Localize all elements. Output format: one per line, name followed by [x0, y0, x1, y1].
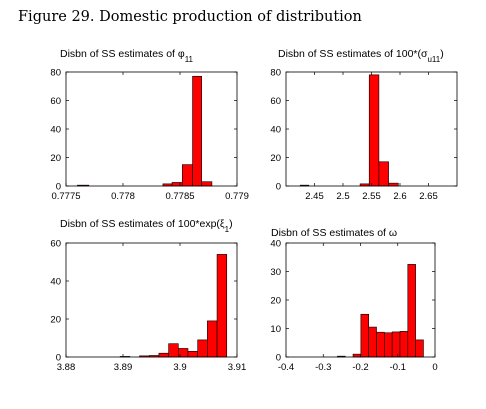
chart-panel-3: Disbn of SS estimates of 100*exp(ξ1) 0 20 4… — [50, 218, 246, 373]
y-tick-label: 40 — [50, 277, 61, 288]
histogram-bar — [415, 339, 424, 358]
histogram-bar — [216, 254, 228, 358]
x-tick-label: 2.55 — [362, 191, 381, 202]
plot-frame — [65, 242, 238, 358]
panel-title: Disbn of SS estimates of 100*exp(ξ1) — [60, 218, 233, 234]
histogram-bar — [360, 313, 369, 358]
histogram-bar — [407, 264, 416, 358]
histogram-bar — [158, 352, 169, 358]
y-tick-label: 40 — [50, 125, 61, 136]
histogram-bar — [187, 350, 198, 358]
x-tick-label: 0.778 — [111, 191, 135, 202]
histogram-bar — [181, 164, 193, 187]
histogram-bar — [391, 331, 401, 358]
y-tick-label: 80 — [50, 68, 61, 79]
figure-title: Figure 29. Domestic production of distri… — [18, 9, 362, 25]
histogram-bar — [388, 182, 399, 187]
histogram-bar — [368, 326, 377, 358]
y-tick-label: 0 — [276, 182, 281, 193]
chart-panel-4: Disbn of SS estimates of ω 0 10 20 30 40 -0.4 -… — [270, 227, 437, 373]
x-tick-label: 3.88 — [57, 362, 76, 373]
x-tick-label: 3.89 — [114, 362, 133, 373]
y-tick-label: 40 — [270, 239, 281, 250]
x-tick-label: 0.7785 — [165, 191, 194, 202]
histogram-bar — [168, 343, 179, 358]
panel-title: Disbn of SS estimates of φ11 — [60, 48, 194, 64]
histogram-bar — [197, 339, 208, 358]
histogram-bar — [201, 181, 213, 187]
y-tick-label: 80 — [270, 68, 281, 79]
panel-title: Disbn of SS estimates of 100*(σu11) — [278, 48, 444, 64]
histogram-bar — [384, 332, 393, 358]
histogram-bar — [171, 182, 183, 187]
y-tick-label: 20 — [270, 296, 281, 307]
y-tick-label: 20 — [50, 315, 61, 326]
histogram-bar — [352, 353, 362, 358]
y-tick-label: 60 — [270, 96, 281, 107]
y-tick-label: 0 — [56, 182, 61, 193]
y-tick-label: 40 — [270, 125, 281, 136]
x-tick-label: 0.7775 — [51, 191, 80, 202]
y-tick-label: 0 — [56, 353, 61, 364]
panel-title: Disbn of SS estimates of ω — [271, 227, 397, 239]
x-tick-label: -0.1 — [390, 362, 406, 373]
plot-frame — [65, 71, 238, 187]
histogram-bar — [207, 320, 218, 358]
histogram-bar — [192, 75, 202, 187]
x-tick-label: -0.3 — [315, 362, 331, 373]
y-tick-label: 20 — [270, 153, 281, 164]
y-tick-label: 10 — [270, 324, 281, 335]
histogram-bar — [399, 331, 409, 358]
x-tick-label: -0.4 — [278, 362, 294, 373]
chart-panel-1: Disbn of SS estimates of φ11 0 20 40 60 80 0.7… — [50, 48, 248, 202]
x-tick-label: 3.91 — [228, 362, 247, 373]
x-tick-label: 2.6 — [393, 191, 406, 202]
y-tick-label: 60 — [50, 239, 61, 250]
chart-panel-2: Disbn of SS estimates of 100*(σu11) 0 20 40… — [270, 48, 458, 202]
x-tick-label: 2.45 — [305, 191, 324, 202]
x-tick-label: 2.5 — [336, 191, 349, 202]
x-tick-label: 0 — [432, 362, 437, 373]
y-tick-label: 30 — [270, 267, 281, 278]
x-tick-label: -0.2 — [352, 362, 368, 373]
x-tick-label: 3.9 — [173, 362, 186, 373]
x-tick-label: 0.779 — [225, 191, 249, 202]
x-tick-label: 2.65 — [419, 191, 438, 202]
histogram-bar — [376, 331, 385, 358]
histogram-bar — [378, 161, 389, 187]
histogram-bar — [368, 74, 380, 187]
y-tick-label: 20 — [50, 153, 61, 164]
y-tick-label: 0 — [276, 353, 281, 364]
y-tick-label: 60 — [50, 96, 61, 107]
